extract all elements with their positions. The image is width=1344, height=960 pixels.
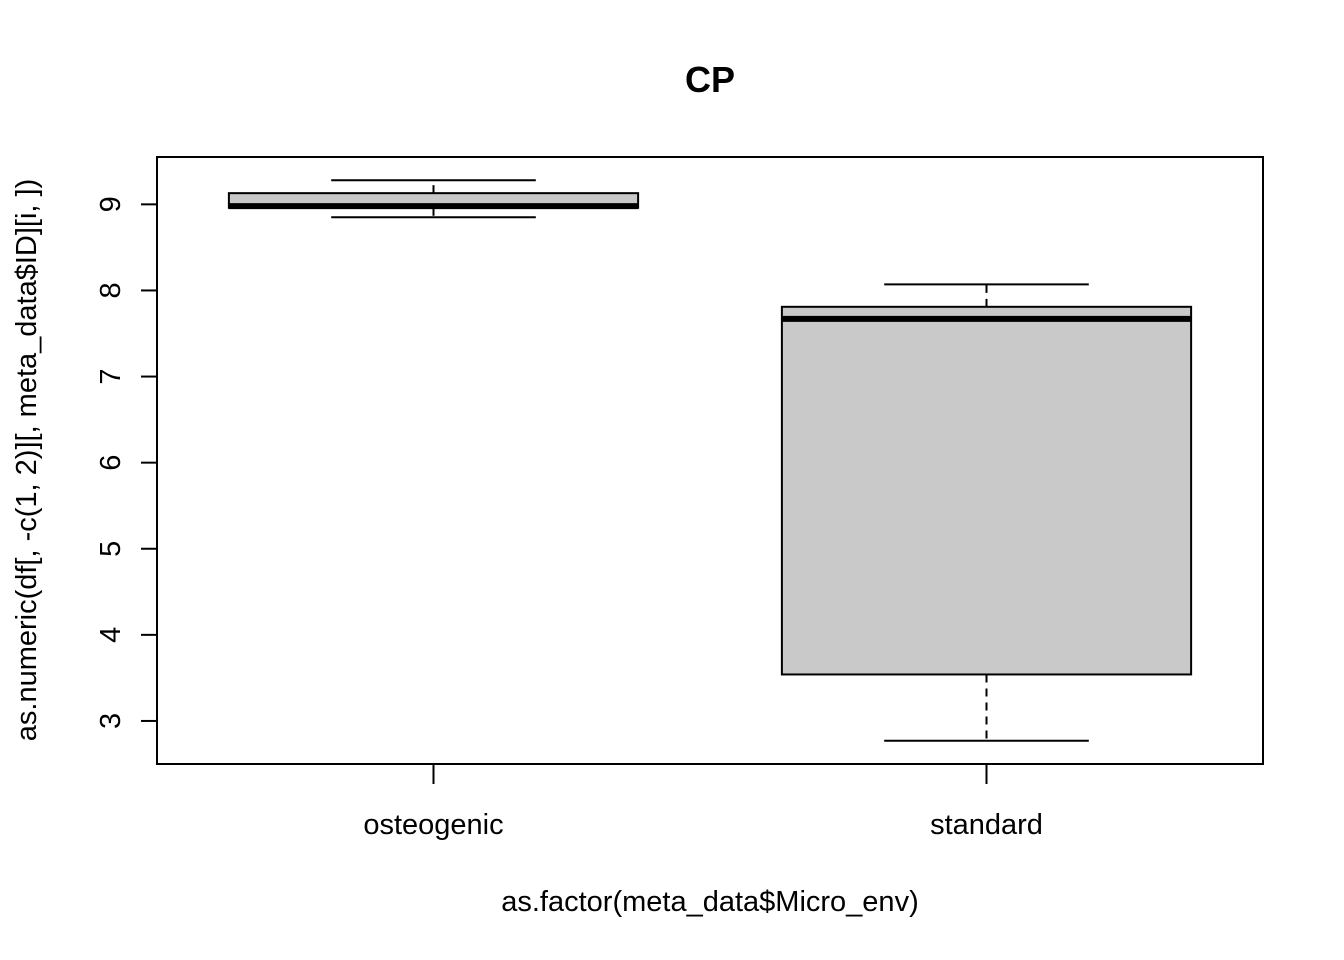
box-osteogenic — [227, 179, 640, 219]
plot-frame — [156, 156, 1264, 765]
x-tick-label: standard — [930, 809, 1043, 841]
y-tick-label: 3 — [95, 713, 127, 729]
y-tick-label: 7 — [95, 368, 127, 384]
y-axis: 3 4 5 6 7 8 9 — [95, 196, 157, 729]
box-standard — [780, 283, 1193, 742]
y-tick-label: 9 — [95, 196, 127, 212]
box-series — [227, 179, 1193, 742]
chart-title: CP — [685, 59, 735, 100]
y-tick-label: 4 — [95, 627, 127, 643]
box-iqr — [780, 305, 1193, 676]
y-tick-label: 5 — [95, 541, 127, 557]
y-tick-label: 6 — [95, 455, 127, 471]
x-axis-label: as.factor(meta_data$Micro_env) — [501, 886, 918, 918]
x-tick-label: osteogenic — [363, 809, 503, 841]
y-axis-label: as.numeric(df[, -c(1, 2)][, meta_data$ID… — [11, 179, 43, 741]
x-axis: osteogenic standard — [363, 764, 1043, 841]
y-tick-label: 8 — [95, 282, 127, 298]
